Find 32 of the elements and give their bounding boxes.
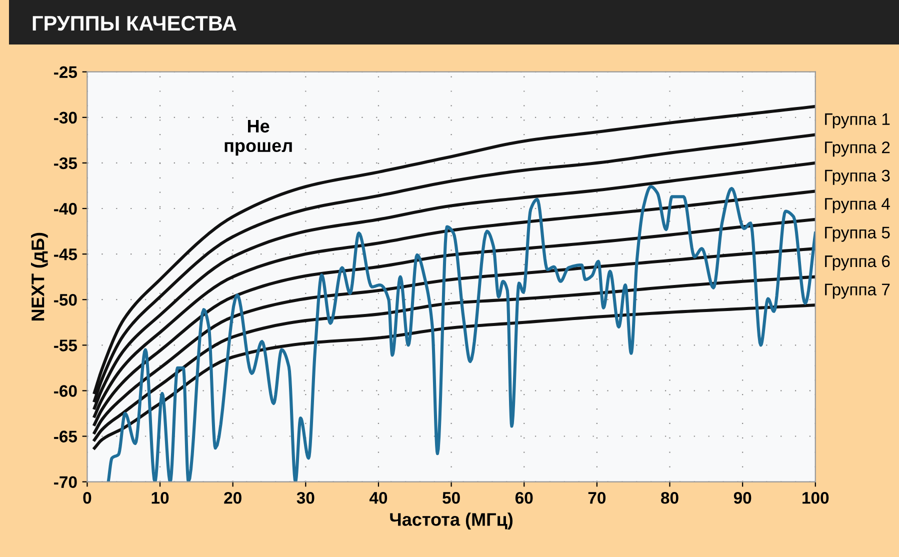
x-tick-label: 0 bbox=[83, 492, 92, 504]
x-tick-label: 100 bbox=[802, 492, 829, 504]
x-tick-label: 80 bbox=[661, 492, 678, 504]
text: Группа 1 bbox=[825, 113, 890, 128]
x-tick-label: 10 bbox=[152, 492, 169, 504]
y-axis-title: NEXT (дБ) bbox=[31, 232, 48, 320]
x-tick-label: 30 bbox=[296, 492, 314, 504]
y-tick-label: -55 bbox=[54, 340, 78, 352]
text: Группа 3 bbox=[825, 170, 890, 185]
y-tick-label: -50 bbox=[54, 294, 77, 306]
x-tick-label: 20 bbox=[224, 492, 242, 504]
x-tick-label: 40 bbox=[369, 492, 388, 504]
y-tick-label: -40 bbox=[54, 202, 77, 215]
x-tick-label: 50 bbox=[442, 492, 460, 504]
x-axis-title: Частота (МГц) bbox=[390, 512, 513, 530]
y-tick-label: -60 bbox=[54, 385, 77, 397]
text: Группа 7 bbox=[825, 284, 890, 299]
x-tick-label: 60 bbox=[515, 492, 533, 504]
annotation: Не прошел bbox=[224, 120, 292, 156]
x-tick-label: 70 bbox=[588, 492, 606, 504]
y-tick-label: -70 bbox=[54, 476, 77, 488]
y-tick-label: -25 bbox=[54, 66, 78, 78]
text: Группа 2 bbox=[825, 142, 890, 157]
text: Группа 4 bbox=[825, 198, 890, 214]
chart-title: ГРУППЫ КАЧЕСТВА bbox=[32, 16, 236, 31]
y-tick-label: -45 bbox=[54, 248, 78, 260]
x-tick-label: 90 bbox=[734, 492, 752, 504]
text: Группа 5 bbox=[825, 226, 890, 242]
y-tick-label: -30 bbox=[54, 112, 77, 124]
y-tick-label: -35 bbox=[54, 157, 78, 170]
text: Группа 6 bbox=[825, 255, 890, 270]
y-tick-label: -65 bbox=[54, 430, 78, 442]
